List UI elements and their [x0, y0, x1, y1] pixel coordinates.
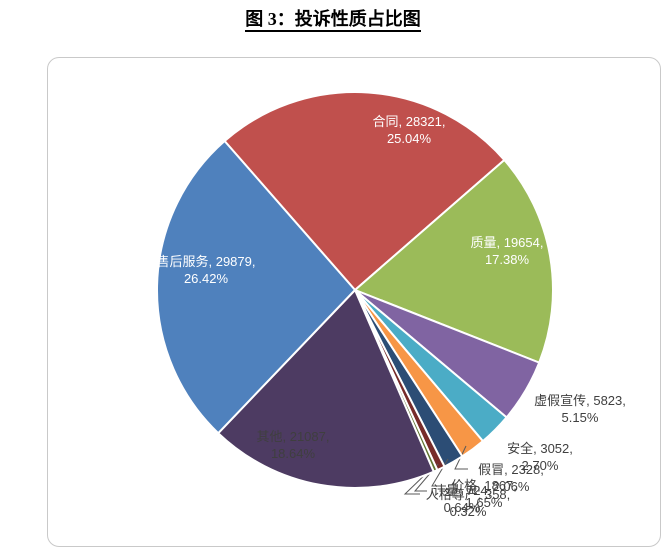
pie-slice-contract [223, 91, 506, 291]
figure-title: 图 3：投诉性质占比图 [0, 5, 666, 32]
pie-slice-after-sales [156, 140, 356, 435]
leader-line-counterfeit [454, 445, 468, 470]
figure-title-text: 图 3：投诉性质占比图 [245, 9, 421, 32]
pie-slice-other [217, 289, 435, 490]
pie-slice-quality [354, 158, 554, 364]
